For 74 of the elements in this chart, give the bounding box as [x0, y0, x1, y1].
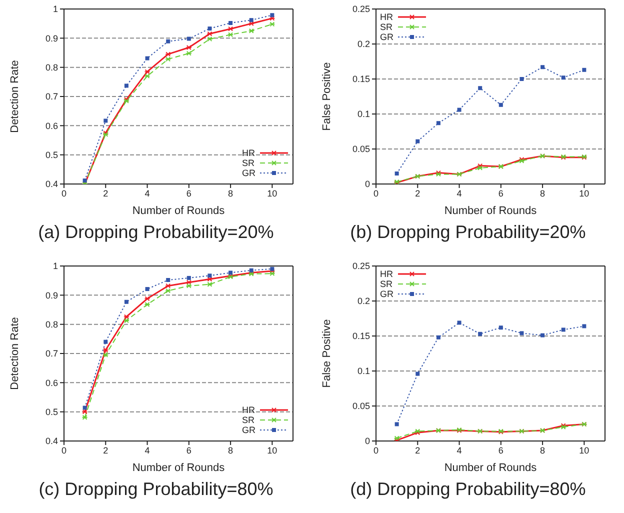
x-tick-label: 0: [61, 188, 67, 198]
legend-label: SR: [242, 158, 256, 168]
x-tick-label: 10: [579, 188, 590, 198]
x-tick-label: 0: [373, 444, 379, 455]
y-axis-title: Detection Rate: [8, 316, 21, 390]
legend-label: HR: [380, 268, 394, 278]
x-tick-label: 8: [228, 444, 234, 455]
x-tick-label: 2: [415, 188, 420, 198]
x-tick-label: 10: [579, 444, 590, 455]
legend-label: SR: [380, 22, 394, 32]
x-tick-label: 8: [228, 188, 234, 198]
x-tick-label: 6: [186, 444, 192, 455]
y-tick-label: 0.7: [45, 348, 58, 358]
x-tick-label: 2: [415, 444, 420, 455]
y-tick-label: 1: [52, 260, 58, 271]
x-axis-title: Number of Rounds: [132, 462, 226, 474]
x-tick-label: 2: [103, 444, 108, 455]
y-tick-label: 0.25: [352, 4, 370, 14]
x-axis-title: Number of Rounds: [132, 205, 226, 217]
y-tick-label: 0.9: [45, 33, 58, 44]
y-tick-label: 0.05: [352, 400, 370, 411]
x-tick-label: 4: [144, 444, 150, 455]
legend-label: HR: [242, 148, 256, 158]
x-tick-label: 6: [498, 188, 504, 198]
x-tick-label: 4: [144, 188, 150, 198]
y-axis-title: Detection Rate: [8, 60, 21, 133]
legend-label: GR: [380, 288, 394, 298]
x-tick-label: 8: [540, 188, 546, 198]
x-tick-label: 10: [267, 188, 278, 198]
text: (c) Dropping Probability=80%: [38, 478, 274, 500]
x-tick-label: 4: [456, 188, 462, 198]
x-axis-title: Number of Rounds: [444, 205, 538, 217]
y-tick-label: 0.2: [357, 39, 370, 50]
y-tick-label: 0: [364, 436, 370, 446]
y-tick-label: 0.15: [352, 74, 370, 84]
y-tick-label: 0.4: [45, 436, 58, 446]
y-tick-label: 0.2: [357, 296, 370, 306]
y-tick-label: 0: [364, 179, 370, 190]
legend-label: HR: [380, 12, 394, 22]
x-tick-label: 0: [61, 444, 67, 455]
y-tick-label: 0.7: [45, 92, 58, 102]
legend-label: HR: [242, 404, 256, 414]
legend-label: GR: [242, 424, 256, 434]
y-tick-label: 0.5: [45, 406, 58, 417]
x-tick-label: 2: [103, 188, 108, 198]
y-axis-title: False Positive: [320, 318, 333, 388]
x-tick-label: 10: [267, 444, 278, 455]
legend-label: GR: [380, 32, 394, 42]
x-tick-label: 4: [456, 444, 462, 455]
legend-label: SR: [242, 414, 256, 424]
y-tick-label: 1: [52, 4, 58, 14]
y-tick-label: 0.8: [45, 319, 58, 330]
x-axis-title: Number of Rounds: [444, 462, 538, 474]
x-tick-label: 6: [498, 444, 504, 455]
x-tick-label: 8: [540, 444, 546, 455]
y-tick-label: 0.5: [45, 150, 58, 160]
y-tick-label: 0.6: [45, 377, 58, 388]
x-tick-label: 6: [186, 188, 192, 198]
y-axis-title: False Positive: [320, 62, 333, 131]
y-tick-label: 0.4: [45, 179, 58, 190]
legend-label: GR: [242, 168, 256, 178]
text: (d) Dropping Probability=80%: [349, 478, 587, 500]
y-tick-label: 0.05: [352, 144, 370, 154]
y-tick-label: 0.15: [352, 330, 370, 341]
text: (a) Dropping Probability=20%: [37, 222, 275, 243]
legend-label: SR: [380, 278, 394, 288]
y-tick-label: 0.8: [45, 62, 58, 73]
text: (b) Dropping Probability=20%: [349, 222, 587, 243]
y-tick-label: 0.1: [357, 109, 370, 120]
y-tick-label: 0.6: [45, 120, 58, 131]
y-tick-label: 0.9: [45, 290, 58, 300]
y-tick-label: 0.25: [352, 260, 370, 271]
y-tick-label: 0.1: [357, 366, 370, 376]
x-tick-label: 0: [373, 188, 379, 198]
